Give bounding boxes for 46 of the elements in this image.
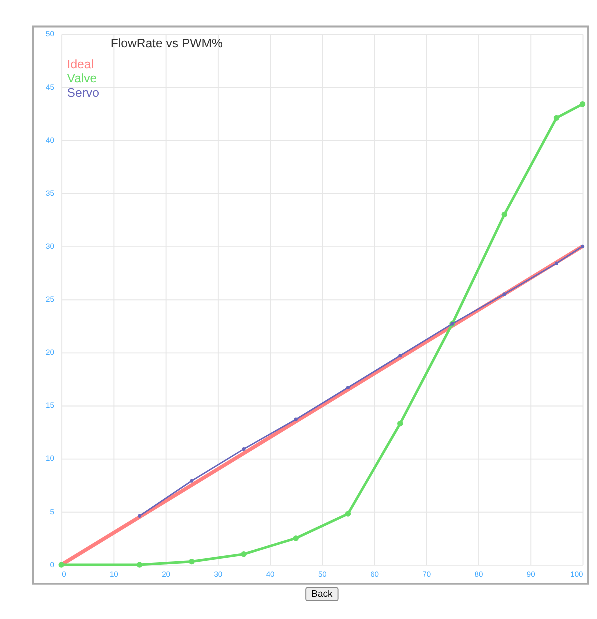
point (136, 562, 143, 568)
chart-title: FlowRate vs PWM% (110, 36, 223, 51)
point (241, 552, 247, 558)
y-tick-label: 45 (46, 82, 54, 92)
x-tick-label: 40 (266, 570, 275, 579)
point (294, 418, 298, 422)
y-tick-label: 10 (46, 454, 54, 464)
point (398, 354, 402, 358)
x-tick-label: 90 (526, 570, 536, 579)
y-tick-label: 50 (46, 30, 54, 39)
x-tick-label: 0 (62, 570, 66, 579)
point (345, 511, 352, 517)
point (346, 386, 350, 390)
y-tick-label: 30 (46, 242, 54, 251)
x-tick-label: 10 (110, 570, 118, 579)
point (293, 536, 299, 542)
y-tick-label: 25 (46, 295, 54, 304)
x-tick-label: 70 (422, 570, 432, 579)
point (502, 212, 508, 218)
y-tick-label: 40 (46, 136, 54, 145)
point (554, 115, 560, 122)
text: Ideal (67, 57, 94, 72)
point (398, 420, 404, 427)
x-tick-label: 80 (474, 570, 484, 579)
x-tick-label: 30 (214, 570, 223, 579)
point (189, 558, 195, 565)
y-tick-label: 15 (46, 401, 54, 410)
y-tick-label: 35 (46, 188, 54, 198)
x-tick-label: 20 (162, 570, 171, 579)
text: Back (312, 589, 333, 600)
point (58, 562, 64, 568)
y-tick-label: 0 (50, 560, 54, 570)
y-tick-label: 5 (50, 507, 54, 516)
text: Valve (67, 72, 98, 86)
point (242, 448, 246, 452)
point (554, 262, 558, 266)
point (580, 102, 586, 108)
y-tick-label: 20 (46, 348, 54, 358)
point (581, 244, 585, 248)
point (502, 292, 506, 296)
point (190, 479, 194, 483)
text: Servo (67, 86, 100, 100)
x-tick-label: 60 (370, 570, 379, 579)
x-tick-label: 50 (318, 570, 327, 579)
point (138, 514, 142, 518)
x-tick-label: 100 (570, 570, 584, 579)
